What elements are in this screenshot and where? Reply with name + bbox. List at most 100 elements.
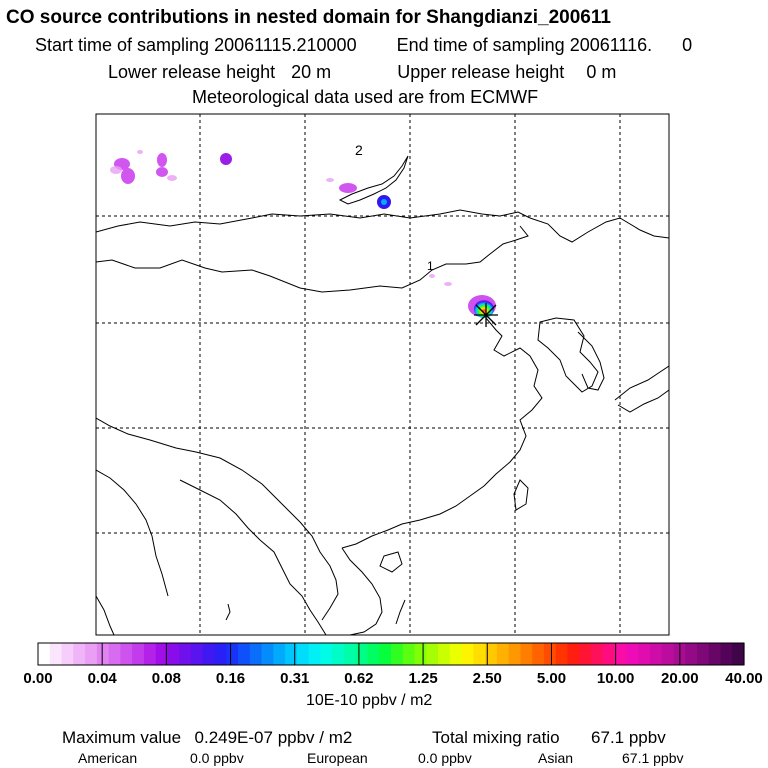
colorbar-tick-label: 2.50	[472, 670, 502, 687]
colorbar-cell	[626, 643, 639, 665]
colorbar-cell	[61, 643, 74, 665]
plot-title: CO source contributions in nested domain…	[6, 7, 611, 28]
region-european-value: 0.0 ppbv	[418, 750, 472, 766]
colorbar-tick-label: 5.00	[536, 670, 567, 687]
colorbar-cell	[461, 643, 474, 665]
colorbar-cell	[661, 643, 674, 665]
colorbar-tick-label: 0.04	[87, 670, 117, 687]
sampling-times: Start time of sampling 20061115.210000 E…	[35, 36, 692, 54]
colorbar-cell	[543, 643, 557, 665]
colorbar-cell	[614, 643, 627, 665]
colorbar-cell	[355, 643, 369, 665]
colorbar-cell	[649, 643, 663, 665]
colorbar-cell	[308, 643, 321, 665]
colorbar-cell	[520, 643, 533, 665]
colorbar-cell	[296, 643, 310, 665]
colorbar-cell	[214, 643, 227, 665]
colorbar-cell	[391, 643, 404, 665]
maximum-value: Maximum value 0.249E-07 ppbv / m2	[62, 729, 352, 746]
colorbar-cell	[708, 643, 722, 665]
colorbar-cell	[273, 643, 286, 665]
upper-release-value: 0 m	[586, 62, 617, 82]
release-heights: Lower release height 20 m Upper release …	[108, 63, 616, 81]
colorbar-cell	[226, 643, 239, 665]
colorbar-cell	[167, 643, 180, 665]
colorbar-tick-label: 0.00	[23, 670, 53, 687]
colorbar-cell	[508, 643, 522, 665]
colorbar-cell	[73, 643, 86, 665]
colorbar-cell	[438, 643, 451, 665]
colorbar-cell	[696, 643, 710, 665]
start-time-value: 20061115.210000	[214, 35, 357, 55]
colorbar-tick-label: 0.16	[215, 670, 246, 687]
boundaries	[96, 155, 669, 635]
region-american-value: 0.0 ppbv	[190, 750, 244, 766]
colorbar-cell	[638, 643, 651, 665]
colorbar-cell	[567, 643, 580, 665]
total-mixing-label: Total mixing ratio	[432, 728, 560, 747]
total-mixing-ratio: Total mixing ratio 67.1 ppbv	[432, 729, 666, 746]
colorbar-cell	[332, 643, 345, 665]
colorbar-cell	[720, 643, 733, 665]
colorbar-cell	[202, 643, 216, 665]
map-label-1: 1	[427, 259, 434, 273]
colorbar-cell	[685, 643, 698, 665]
maximum-value-number: 0.249E-07 ppbv / m2	[194, 728, 353, 747]
region-asian-value: 67.1 ppbv	[622, 750, 684, 766]
end-time-suffix: 0	[682, 35, 693, 55]
colorbar-cell	[85, 643, 98, 665]
colorbar-cell	[414, 643, 427, 665]
lower-release-label: Lower release height	[108, 62, 276, 82]
colorbar-cell	[555, 643, 569, 665]
colorbar-cell	[155, 643, 169, 665]
colorbar-cell	[496, 643, 510, 665]
colorbar-cell	[320, 643, 333, 665]
receptor-star-icon	[474, 303, 498, 327]
colorbar-tick-label: 1.25	[408, 670, 438, 687]
colorbar-tick-label: 0.08	[151, 670, 181, 687]
colorbar-cell	[179, 643, 192, 665]
plume-patches	[110, 150, 496, 318]
colorbar-frame	[37, 642, 745, 666]
colorbar-cell	[449, 643, 463, 665]
colorbar-cell	[485, 643, 498, 665]
total-mixing-value: 67.1 ppbv	[591, 728, 666, 747]
upper-release-label: Upper release height	[397, 62, 565, 82]
colorbar-cell	[602, 643, 616, 665]
colorbar-tick-label: 40.00	[725, 670, 763, 687]
colorbar-cell	[343, 643, 357, 665]
colorbar-cell	[132, 643, 145, 665]
colorbar-cell	[591, 643, 604, 665]
start-time-label: Start time of sampling	[35, 35, 210, 55]
colorbar-cell	[38, 643, 51, 665]
colorbar-cell	[120, 643, 133, 665]
colorbar-cell	[732, 643, 745, 665]
colorbar-cell	[379, 643, 392, 665]
colorbar-cell	[532, 643, 545, 665]
colorbar-cell	[96, 643, 110, 665]
colorbar-cell	[473, 643, 486, 665]
colorbar-cell	[49, 643, 63, 665]
colorbar-cell	[238, 643, 251, 665]
colorbar-unit: 10E-10 ppbv / m2	[306, 692, 433, 709]
map-frame	[95, 113, 670, 636]
colorbar-tick-label: 0.62	[344, 670, 374, 687]
colorbar-cell	[426, 643, 439, 665]
lower-release-value: 20 m	[291, 62, 332, 82]
end-time-label: End time of sampling	[396, 35, 565, 55]
end-time-value: 20061116.	[569, 35, 653, 55]
colorbar-cell	[579, 643, 592, 665]
colorbar-tick-label: 20.00	[661, 670, 699, 687]
colorbar-cell	[143, 643, 157, 665]
map-label-2: 2	[355, 142, 363, 158]
graticule	[96, 114, 669, 635]
colorbar-cell	[402, 643, 416, 665]
region-european-name: European	[307, 750, 368, 766]
colorbar-cell	[190, 643, 204, 665]
region-asian-name: Asian	[538, 750, 574, 766]
colorbar-tick-label: 10.00	[596, 670, 635, 687]
maximum-value-label: Maximum value	[62, 728, 182, 747]
met-data-source: Meteorological data used are from ECMWF	[192, 87, 539, 107]
colorbar-cell	[367, 643, 380, 665]
